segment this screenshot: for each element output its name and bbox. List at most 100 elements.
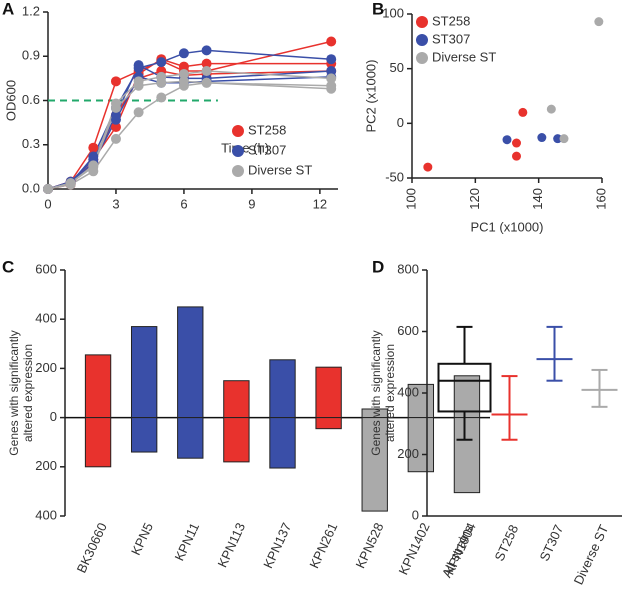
bar-down (177, 417, 204, 459)
data-point (326, 73, 337, 84)
legend-marker (416, 52, 428, 64)
y-axis-label: Genes with significantly (369, 330, 383, 455)
y-tick-label: 600 (397, 323, 419, 338)
x-tick-label: KPN1402 (396, 520, 433, 577)
legend-label: ST307 (248, 142, 286, 157)
y-tick-label: 0.6 (22, 92, 40, 107)
bar-down (361, 417, 388, 512)
data-point (553, 134, 563, 144)
legend-marker (416, 16, 428, 28)
x-tick-label: ST307 (537, 522, 567, 563)
data-point (178, 61, 189, 72)
x-tick-label: 100 (403, 188, 418, 210)
data-point (156, 92, 167, 103)
data-point (326, 54, 337, 65)
legend-label: ST258 (248, 122, 286, 137)
data-point (546, 104, 556, 114)
bar-up (269, 359, 296, 419)
x-tick-label: ST258 (492, 522, 522, 563)
data-point (110, 133, 121, 144)
y-tick-label: 0 (50, 409, 57, 424)
data-point (559, 134, 569, 144)
panel-letter: A (2, 0, 14, 18)
x-tick-label: KPN5 (128, 520, 156, 557)
bar-down (407, 417, 435, 473)
y-tick-label: 200 (35, 458, 57, 473)
y-tick-label: 400 (35, 311, 57, 326)
y-tick-label: 800 (397, 261, 419, 276)
y-tick-label: 0.9 (22, 48, 40, 63)
y-tick-label: 0.0 (22, 180, 40, 195)
x-tick-label: 6 (180, 196, 187, 211)
data-point (512, 138, 521, 148)
data-point (178, 48, 189, 59)
bar-down (223, 417, 250, 463)
bar-down (269, 417, 296, 469)
legend-marker (232, 165, 244, 177)
y-axis-label: PC2 (x1000) (363, 60, 378, 133)
legend-label: ST307 (432, 31, 470, 46)
x-tick-label: 120 (467, 188, 482, 210)
x-tick-label: KPN528 (352, 520, 386, 570)
bar-up (84, 354, 112, 419)
box (437, 362, 492, 413)
bar-down (84, 417, 112, 468)
y-tick-label: 1.2 (22, 3, 40, 18)
y-axis-label: altered expression (21, 344, 35, 442)
bar-down (130, 417, 158, 453)
bar-down (315, 417, 342, 430)
y-tick-label: 50 (390, 60, 404, 75)
x-tick-label: KPN113 (215, 520, 249, 569)
data-point (178, 76, 189, 87)
y-tick-label: 600 (35, 261, 57, 276)
legend-marker (232, 145, 244, 157)
data-point (156, 71, 167, 82)
data-point (178, 68, 189, 79)
y-tick-label: 0.3 (22, 136, 40, 151)
bar-up (315, 366, 342, 419)
data-point (594, 17, 604, 27)
data-point (502, 135, 512, 145)
data-point (65, 178, 76, 189)
bar-down (453, 417, 481, 494)
data-point (88, 142, 99, 153)
data-point (537, 133, 547, 143)
panel-letter: B (372, 0, 384, 18)
legend-label: ST258 (432, 13, 470, 28)
data-point (156, 57, 167, 68)
y-tick-label: -50 (385, 169, 404, 184)
data-point (201, 45, 212, 56)
data-point (201, 58, 212, 69)
panel-letter: D (372, 257, 384, 276)
data-point (133, 76, 144, 87)
x-tick-label: KPN11 (172, 520, 203, 563)
data-point (88, 160, 99, 171)
bar-up (130, 326, 158, 419)
data-point (133, 60, 144, 71)
x-tick-label: KPN261 (306, 520, 340, 570)
x-tick-label: 9 (248, 196, 255, 211)
data-point (201, 77, 212, 88)
y-axis-label: altered expression (383, 344, 397, 442)
data-point (133, 107, 144, 118)
y-tick-label: 0 (412, 507, 419, 522)
y-tick-label: 400 (35, 507, 57, 522)
legend-marker (232, 125, 244, 137)
y-tick-label: 200 (397, 446, 419, 461)
y-tick-label: 400 (397, 384, 419, 399)
x-tick-label: 140 (530, 188, 545, 210)
x-tick-label: BK30660 (74, 520, 110, 575)
data-point (423, 162, 433, 172)
data-point (43, 184, 53, 194)
x-tick-label: 12 (313, 196, 327, 211)
data-point (110, 114, 121, 125)
data-point (512, 151, 521, 161)
x-tick-label: 3 (112, 196, 119, 211)
y-axis-label: Genes with significantly (7, 330, 21, 455)
data-point (326, 36, 337, 47)
data-point (110, 98, 121, 109)
y-tick-label: 0 (397, 115, 404, 130)
bar-up (223, 380, 250, 419)
y-axis-label: OD600 (3, 80, 18, 121)
